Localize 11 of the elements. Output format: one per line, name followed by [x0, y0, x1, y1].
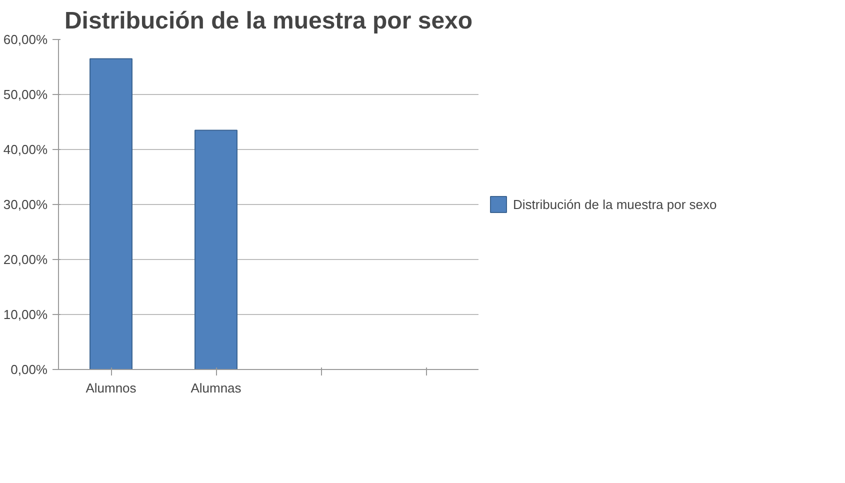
chart-title: Distribución de la muestra por sexo	[64, 8, 473, 34]
y-tick-label: 20,00%	[3, 252, 48, 267]
x-tick-label: Alumnas	[190, 380, 242, 396]
y-tick-label: 50,00%	[3, 87, 48, 102]
y-tick-label: 60,00%	[3, 32, 48, 47]
y-tick-label: 10,00%	[3, 307, 48, 322]
y-tick-label: 30,00%	[3, 197, 48, 212]
y-tick-label: 40,00%	[3, 142, 48, 157]
x-tick-label: Alumnos	[86, 380, 137, 396]
y-tick-label: 0,00%	[10, 362, 48, 377]
legend-label: Distribución de la muestra por sexo	[513, 196, 717, 212]
